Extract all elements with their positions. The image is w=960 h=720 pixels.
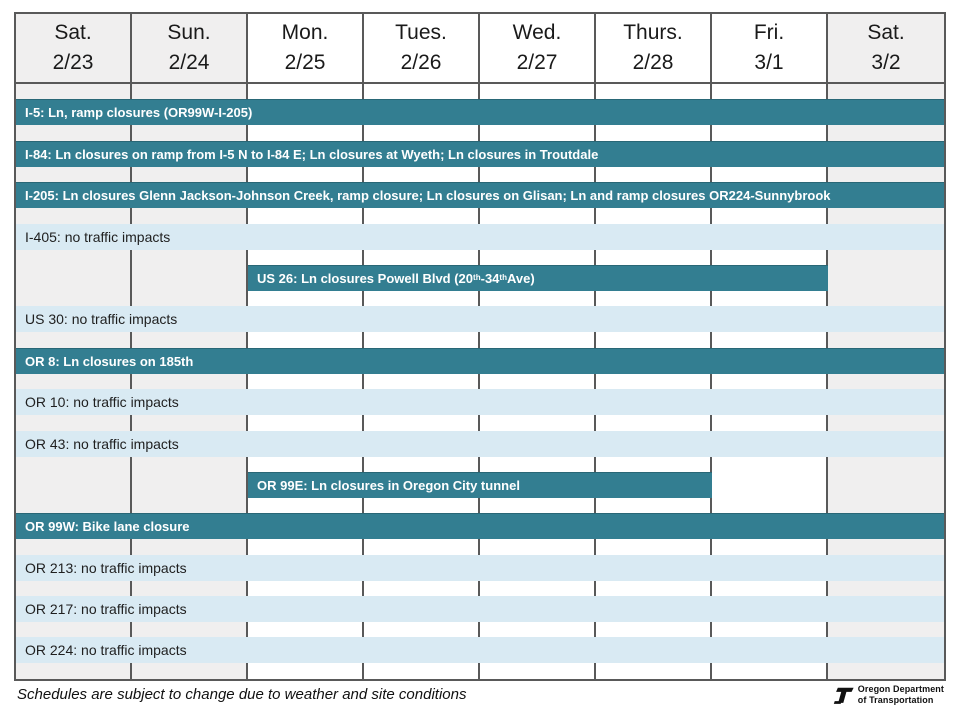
odot-logo-text: Oregon Department of Transportation (858, 684, 944, 707)
day-header-5: Thurs. 2/28 (596, 14, 712, 82)
schedule-row-or-99e: OR 99E: Ln closures in Oregon City tunne… (16, 471, 944, 498)
day-header-1: Sun. 2/24 (132, 14, 248, 82)
day-header-3: Tues. 2/26 (364, 14, 480, 82)
logo-text-line1: Oregon Department (857, 684, 944, 694)
bar-us-26: US 26: Ln closures Powell Blvd (20 th -34 t… (248, 264, 828, 291)
schedule-row-us-30: US 30: no traffic impacts (16, 306, 944, 333)
bar-us-30: US 30: no traffic impacts (16, 306, 944, 333)
schedule-row-us-26: US 26: Ln closures Powell Blvd (20 th -34 t… (16, 264, 944, 291)
schedule-row-i-405: I-405: no traffic impacts (16, 223, 944, 250)
bar-i-205: I-205: Ln closures Glenn Jackson-Johnson… (16, 182, 944, 209)
day-header-0: Sat. 2/23 (16, 14, 132, 82)
bar-or-99w: OR 99W: Bike lane closure (16, 513, 944, 540)
bar-i-405: I-405: no traffic impacts (16, 223, 944, 250)
bar-i-84: I-84: Ln closures on ramp from I-5 N to … (16, 140, 944, 167)
odot-logo: Oregon Department of Transportation (833, 684, 944, 707)
schedule-row-i-5: I-5: Ln, ramp closures (OR99W-I-205) (16, 99, 944, 126)
day-header-6: Fri. 3/1 (712, 14, 828, 82)
day-header-4: Wed. 2/27 (480, 14, 596, 82)
bar-or-217: OR 217: no traffic impacts (16, 596, 944, 623)
schedule-row-or-8: OR 8: Ln closures on 185th (16, 347, 944, 374)
logo-text-line2: of Transportation (857, 695, 934, 706)
schedule-body: I-5: Ln, ramp closures (OR99W-I-205) I-84… (16, 84, 944, 679)
bar-or-10: OR 10: no traffic impacts (16, 389, 944, 416)
bar-or-99e: OR 99E: Ln closures in Oregon City tunne… (248, 471, 712, 498)
schedule-row-or-10: OR 10: no traffic impacts (16, 389, 944, 416)
day-header-2: Mon. 2/25 (248, 14, 364, 82)
day-header-7: Sat. 3/2 (828, 14, 944, 82)
footer-note: Schedules are subject to change due to w… (17, 686, 467, 703)
day-header-row: Sat. 2/23 Sun. 2/24 Mon. 2/25 Tues. 2/26 Wed. 2/2… (16, 14, 944, 84)
schedule-table: Sat. 2/23 Sun. 2/24 Mon. 2/25 Tues. 2/26 Wed. 2/2… (14, 12, 946, 681)
schedule-row-or-43: OR 43: no traffic impacts (16, 430, 944, 457)
schedule-row-or-217: OR 217: no traffic impacts (16, 596, 944, 623)
bar-or-43: OR 43: no traffic impacts (16, 430, 944, 457)
bar-or-224: OR 224: no traffic impacts (16, 637, 944, 664)
bar-or-8: OR 8: Ln closures on 185th (16, 347, 944, 374)
schedule-row-or-213: OR 213: no traffic impacts (16, 554, 944, 581)
bar-or-213: OR 213: no traffic impacts (16, 554, 944, 581)
schedule-row-i-205: I-205: Ln closures Glenn Jackson-Johnson… (16, 182, 944, 209)
schedule-row-or-224: OR 224: no traffic impacts (16, 637, 944, 664)
schedule-row-i-84: I-84: Ln closures on ramp from I-5 N to … (16, 140, 944, 167)
bar-i-5: I-5: Ln, ramp closures (OR99W-I-205) (16, 99, 944, 126)
schedule-row-or-99w: OR 99W: Bike lane closure (16, 513, 944, 540)
schedule-rows: I-5: Ln, ramp closures (OR99W-I-205) I-84… (16, 84, 944, 679)
odot-logo-icon (833, 687, 854, 704)
